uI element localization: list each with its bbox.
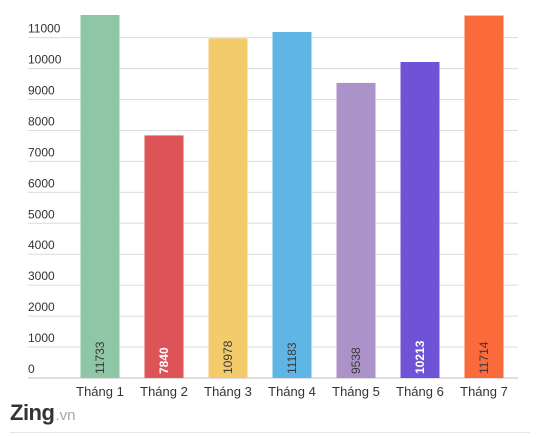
x-tick-label: Tháng 1: [76, 384, 124, 399]
data-label: 7840: [157, 347, 171, 374]
y-tick-label: 4000: [28, 238, 55, 252]
data-label: 10978: [221, 340, 235, 374]
y-tick-label: 2000: [28, 300, 55, 314]
x-tick-label: Tháng 7: [460, 384, 508, 399]
x-tick-label: Tháng 6: [396, 384, 444, 399]
y-tick-label: 11000: [28, 22, 61, 36]
x-tick-label: Tháng 4: [268, 384, 316, 399]
data-label: 10213: [413, 340, 427, 374]
data-label: 11733: [93, 341, 107, 374]
bar: [400, 62, 440, 379]
y-tick-label: 5000: [28, 207, 55, 221]
bar: [272, 31, 312, 379]
y-tick-label: 9000: [28, 84, 55, 98]
bar: [464, 15, 504, 379]
data-label: 9538: [349, 347, 363, 374]
x-tick-label: Tháng 2: [140, 384, 188, 399]
y-tick-label: 6000: [28, 176, 55, 190]
y-tick-label: 10000: [28, 53, 62, 67]
y-tick-label: 8000: [28, 114, 55, 128]
data-label: 11714: [477, 341, 491, 374]
y-tick-label: 1000: [28, 331, 55, 345]
logo-suffix: .vn: [55, 407, 76, 424]
x-tick-label: Tháng 3: [204, 384, 252, 399]
zing-logo: Zing .vn: [10, 400, 75, 426]
data-label: 11183: [285, 342, 299, 374]
y-tick-label: 0: [28, 362, 35, 376]
footer-divider: [10, 432, 530, 433]
bar: [336, 82, 376, 379]
bar: [80, 14, 120, 379]
x-tick-label: Tháng 5: [332, 384, 380, 399]
y-tick-label: 7000: [28, 145, 55, 159]
bar-chart: 0 1000 2000 3000 4000 5000 6000 7000 8000 9000 100…: [28, 14, 518, 399]
y-tick-label: 3000: [28, 269, 55, 283]
bar: [144, 135, 184, 378]
bar: [208, 38, 248, 378]
logo-name: Zing: [10, 400, 55, 425]
